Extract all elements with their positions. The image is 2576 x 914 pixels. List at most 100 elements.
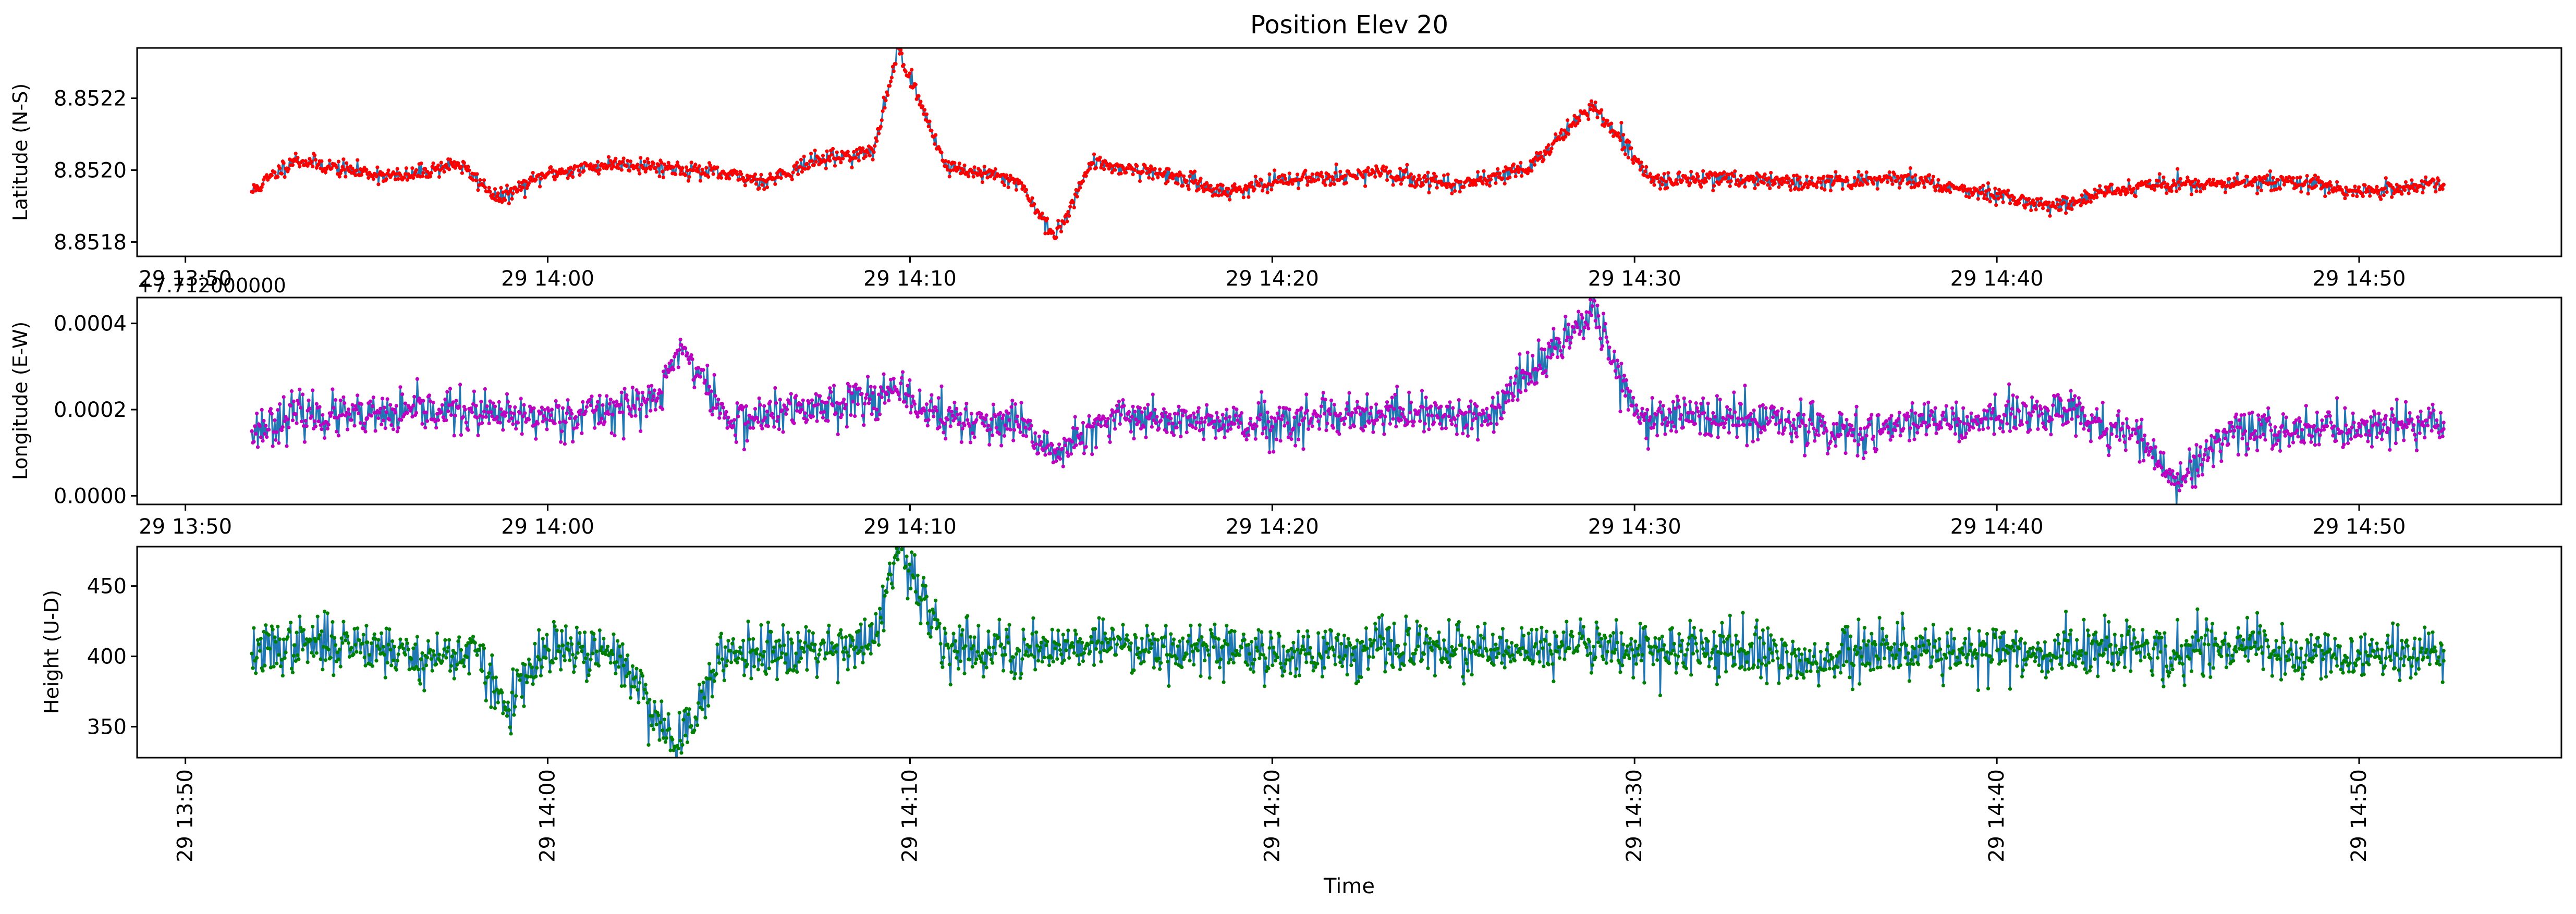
longitude-data-point [1232,422,1237,426]
longitude-data-point [2340,430,2344,434]
longitude-data-point [1845,417,1849,422]
height-data-point [666,712,670,716]
height-data-point [276,624,280,628]
longitude-data-point [822,410,826,414]
longitude-data-point [757,396,761,401]
longitude-data-point [849,413,853,417]
latitude-data-point [824,166,828,170]
latitude-data-point [1787,176,1791,181]
longitude-data-point [1702,411,1706,415]
longitude-data-point [2086,428,2091,433]
longitude-data-point [2200,473,2205,477]
height-data-point [501,711,505,715]
latitude-data-point [926,125,931,129]
longitude-data-point [864,396,868,400]
longitude-data-point [2328,414,2332,418]
longitude-data-point [1768,419,1772,423]
latitude-data-point [1617,135,1621,139]
longitude-data-point [2211,464,2216,468]
longitude-data-point [277,441,281,445]
latitude-data-point [1397,178,1401,182]
latitude-data-point [1877,175,1882,179]
longitude-x-tick-label: 29 14:50 [2313,515,2406,539]
longitude-data-point [1121,398,1125,402]
longitude-data-point [1763,428,1767,432]
longitude-data-point [617,410,622,414]
latitude-data-point [708,164,713,168]
longitude-data-point [2142,459,2146,463]
latitude-data-point [1067,214,1071,218]
latitude-data-point [1640,165,1644,169]
latitude-data-point [2079,203,2083,207]
longitude-y-axis-label: Longitude (E-W) [9,322,32,480]
latitude-data-point [1622,145,1627,150]
longitude-data-point [1597,325,1602,329]
longitude-data-point [1048,451,1052,455]
latitude-data-point [1589,107,1593,112]
longitude-data-point [2203,448,2207,452]
latitude-data-point [499,186,503,190]
longitude-data-point [847,389,851,393]
latitude-data-point [856,152,860,156]
longitude-data-point [1661,404,1665,408]
latitude-data-point [1305,183,1310,187]
latitude-data-point [602,166,606,170]
longitude-data-point [2395,398,2399,402]
longitude-data-point [2341,445,2345,449]
height-data-point [279,658,284,662]
longitude-data-point [1904,417,1909,422]
longitude-data-point [748,426,752,430]
longitude-data-point [1774,422,1778,426]
longitude-data-point [1810,422,1814,426]
longitude-data-point [1572,330,1577,334]
height-data-point [505,714,509,718]
latitude-data-point [2304,179,2308,183]
longitude-data-point [2187,471,2191,475]
longitude-data-point [359,402,364,406]
latitude-data-point [1694,177,1698,181]
longitude-data-point [433,419,437,424]
longitude-data-point [282,395,286,399]
longitude-data-point [1867,423,1872,427]
longitude-data-point [1881,430,1885,434]
longitude-data-point [1501,410,1506,415]
longitude-data-point [1002,434,1007,438]
height-data-point [630,664,634,668]
latitude-data-point [1937,189,1942,193]
latitude-data-point [1296,186,1301,191]
latitude-data-point [1999,195,2003,199]
longitude-data-point [1494,406,1498,410]
height-data-point [353,643,358,647]
latitude-data-point [398,173,402,177]
latitude-data-point [1319,170,1323,175]
latitude-data-point [404,166,409,170]
longitude-data-point [529,410,533,414]
latitude-data-point [1365,169,1369,174]
longitude-data-point [1910,401,1914,405]
longitude-data-point [1757,424,1761,428]
longitude-data-point [2057,414,2061,418]
height-data-point [577,641,581,646]
longitude-data-point [758,403,762,407]
longitude-data-point [399,418,404,422]
latitude-data-point [582,169,586,173]
latitude-data-point [901,63,906,67]
latitude-data-point [2357,185,2361,189]
longitude-data-point [1474,416,1478,421]
height-data-point [391,658,396,662]
longitude-data-point [814,392,818,396]
latitude-data-point [1985,197,1989,201]
longitude-data-point [2177,481,2181,485]
longitude-data-point [2413,433,2417,437]
height-data-point [364,624,369,628]
latitude-data-point [1194,178,1198,182]
latitude-data-point [2311,177,2315,181]
latitude-data-point [1642,173,1646,177]
latitude-data-point [1028,199,1032,203]
longitude-data-point [1143,406,1147,411]
longitude-data-point [568,416,572,421]
longitude-data-point [1099,424,1103,428]
longitude-data-point [2377,411,2381,416]
latitude-data-point [2323,194,2327,199]
longitude-data-point [1133,410,1137,414]
